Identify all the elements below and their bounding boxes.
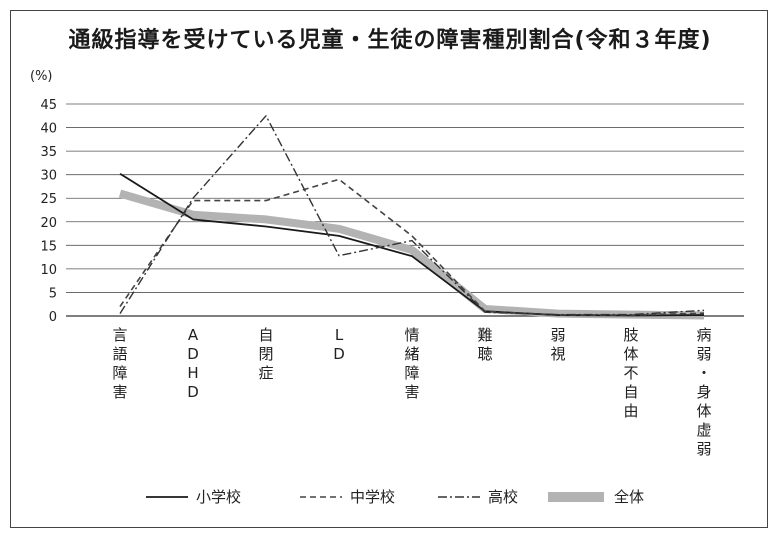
y-tick-label: 25 [40, 192, 57, 207]
series-line-中学校 [119, 178, 705, 316]
series-lines [118, 115, 705, 320]
y-tick-label: 40 [40, 122, 57, 137]
y-tick-label: 10 [40, 263, 57, 278]
y-axis-unit: (%) [30, 69, 53, 84]
y-tick-label: 15 [40, 239, 57, 254]
legend: 小学校 中学校 高校 全体 [146, 488, 644, 506]
series-line-高校 [119, 115, 705, 316]
legend-label: 高校 [488, 488, 518, 506]
grid-lines [66, 103, 744, 317]
category-label: 肢体不自由 [623, 326, 638, 420]
y-axis: 0 5 10 15 20 25 30 35 40 45 (%) [30, 69, 57, 325]
y-tick-label: 20 [40, 216, 57, 231]
series-line-全体 [118, 189, 705, 320]
category-label: 自閉症 [258, 326, 273, 382]
category-label: 情緒障害 [404, 326, 419, 401]
y-tick-label: 5 [49, 286, 57, 301]
legend-label: 全体 [614, 488, 644, 506]
legend-label: 小学校 [196, 488, 241, 506]
series-line-小学校 [119, 172, 705, 317]
y-tick-label: 0 [49, 310, 57, 325]
category-label: 言語障害 [112, 326, 127, 401]
chart-title: 通級指導を受けている児童・生徒の障害種別割合(令和３年度) [68, 28, 712, 53]
category-label: 難聴 [477, 326, 492, 363]
legend-label: 中学校 [350, 488, 395, 506]
y-tick-label: 45 [40, 98, 57, 113]
y-tick-label: 30 [40, 169, 57, 184]
y-tick-label: 35 [40, 145, 57, 160]
category-labels: 言語障害 A D H D 自閉症 L D 情緒障害 難聴 弱視 肢体不自由 病弱・身体虚弱 [112, 326, 711, 458]
category-label: 弱視 [550, 326, 565, 363]
category-label: 病弱・身体虚弱 [696, 326, 711, 458]
